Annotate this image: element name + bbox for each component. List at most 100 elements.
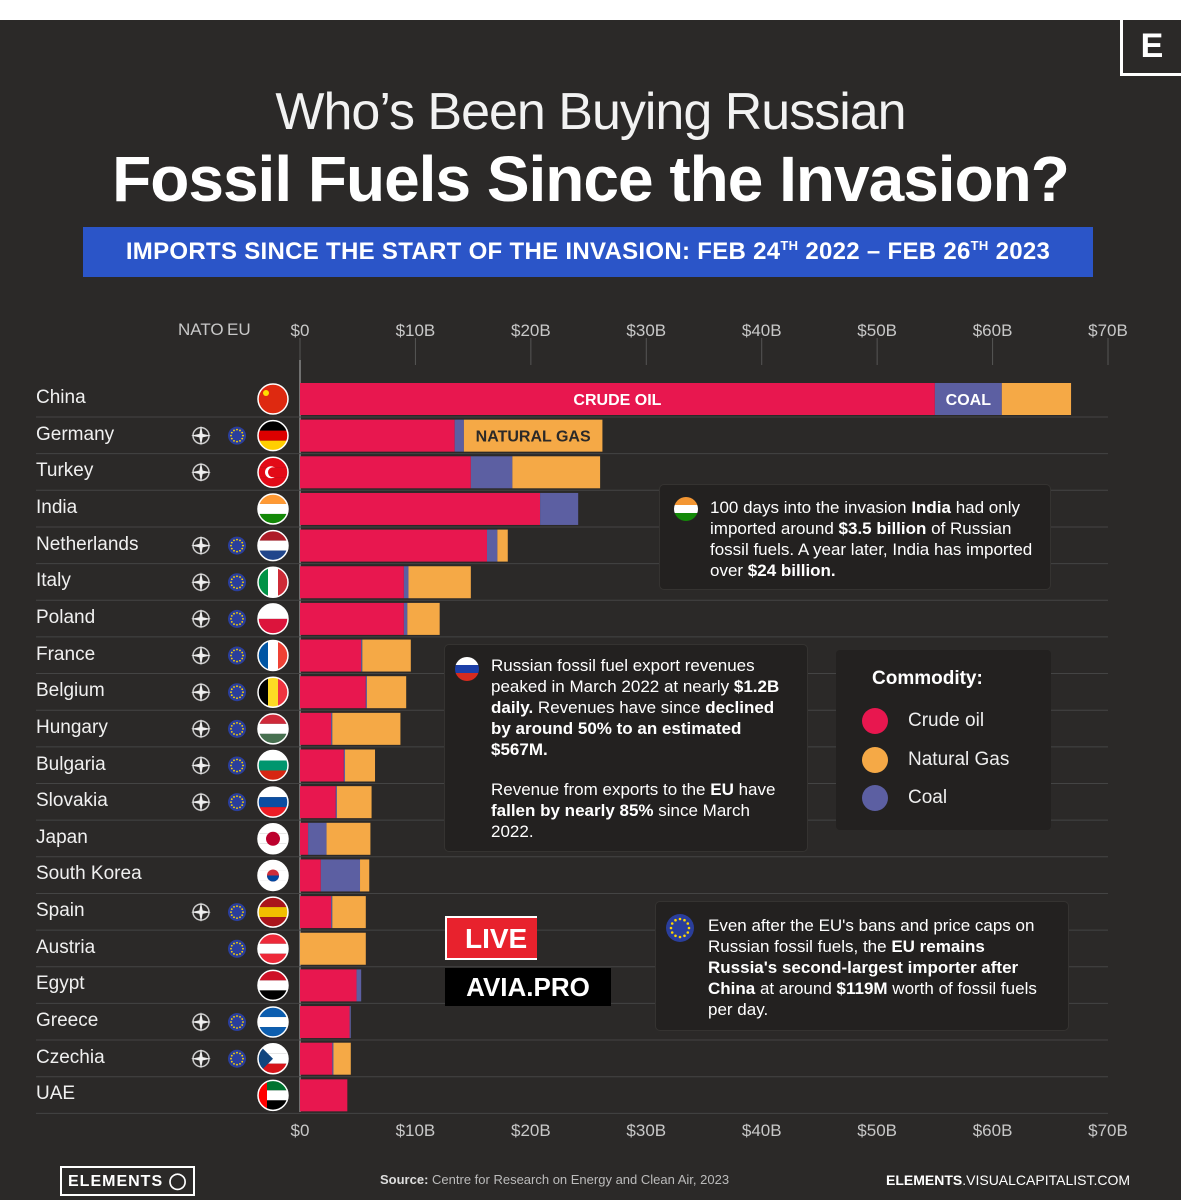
legend-title: Commodity: xyxy=(872,668,983,689)
country-label: UAE xyxy=(36,1083,76,1105)
natural-gas-bar xyxy=(366,676,407,709)
eu-note: Even after the EU's bans and price caps … xyxy=(656,902,1068,1030)
flag-icon xyxy=(257,639,289,672)
coal-bar xyxy=(540,492,579,525)
crude-oil-bar xyxy=(300,786,336,819)
country-label: South Korea xyxy=(36,863,142,885)
country-label: Belgium xyxy=(36,680,105,702)
crude-oil-bar xyxy=(300,529,487,562)
eu-note-text: Even after the EU's bans and price caps … xyxy=(708,916,1037,1019)
title-line-2: Fossil Fuels Since the Invasion? xyxy=(112,143,1070,215)
crude-oil-bar xyxy=(300,896,332,929)
russia-note-eu-text: Revenue from exports to the EU have fall… xyxy=(491,780,776,841)
crude-oil-bar xyxy=(300,749,344,782)
russia-note-text: Russian fossil fuel export revenues peak… xyxy=(491,656,780,759)
country-label: Turkey xyxy=(36,460,94,482)
coal-bar xyxy=(349,1006,351,1039)
coal-bar xyxy=(470,456,513,489)
x-tick-label-top: $70B xyxy=(1088,321,1128,340)
nato-column-header: NATO xyxy=(178,320,224,339)
country-label: Italy xyxy=(36,570,71,592)
india-note: 100 days into the invasion India had onl… xyxy=(660,485,1050,589)
x-tick-label-top: $50B xyxy=(857,321,897,340)
flag-icon xyxy=(257,713,289,745)
india-flag-icon xyxy=(674,497,698,521)
crude-oil-bar xyxy=(300,639,362,672)
flag-icon xyxy=(257,1042,289,1075)
russia-flag-icon xyxy=(455,657,479,681)
india-note-text: 100 days into the invasion India had onl… xyxy=(710,498,1033,580)
x-tick-label-bottom: $50B xyxy=(857,1121,897,1140)
flag-icon xyxy=(257,1079,289,1112)
crude-oil-bar-label: CRUDE OIL xyxy=(573,392,661,409)
x-tick-label-bottom: $40B xyxy=(742,1121,782,1140)
nato-icon xyxy=(191,902,211,923)
nato-icon xyxy=(191,462,211,483)
natural-gas-bar xyxy=(332,712,401,745)
nato-icon xyxy=(191,425,211,446)
x-tick-label-top: $30B xyxy=(626,321,666,340)
eu-icon xyxy=(228,1013,246,1032)
coal-bar xyxy=(308,822,327,855)
nato-icon xyxy=(191,535,211,556)
flag-icon xyxy=(257,566,289,598)
eu-icon xyxy=(228,609,246,628)
crude-oil-bar xyxy=(300,712,332,745)
flag-icon xyxy=(257,933,289,965)
eu-stars-icon xyxy=(669,917,691,939)
flag-icon xyxy=(257,456,289,489)
crude-oil-bar xyxy=(300,383,935,415)
crude-oil-bar xyxy=(300,492,541,525)
country-label: Poland xyxy=(36,606,96,628)
x-tick-label-top: $10B xyxy=(396,321,436,340)
coal-bar xyxy=(356,969,362,1002)
site-url: ELEMENTS.VISUALCAPITALIST.COM xyxy=(886,1172,1131,1188)
country-label: Japan xyxy=(36,826,88,848)
natural-gas-bar xyxy=(333,1042,351,1075)
coal-bar xyxy=(454,419,464,452)
natural-gas-swatch-icon xyxy=(862,747,888,773)
coal-bar xyxy=(365,676,367,709)
natural-gas-bar xyxy=(407,602,440,635)
eu-icon xyxy=(228,756,246,775)
flag-icon xyxy=(257,823,289,855)
x-tick-label-top: $20B xyxy=(511,321,551,340)
x-tick-label-top: $40B xyxy=(742,321,782,340)
flag-icon xyxy=(257,493,289,525)
country-label: Greece xyxy=(36,1010,99,1032)
flag-icon xyxy=(257,383,289,415)
x-tick-label-bottom: $60B xyxy=(973,1121,1013,1140)
country-label: Spain xyxy=(36,900,85,922)
crude-oil-bar xyxy=(300,1079,348,1112)
crude-oil-bar xyxy=(300,859,321,892)
flag-icon xyxy=(257,969,289,1002)
coal-bar xyxy=(335,786,337,819)
coal-swatch-icon xyxy=(862,785,888,811)
eu-icon xyxy=(228,939,246,958)
natural-gas-bar-label: NATURAL GAS xyxy=(476,429,591,446)
date-range-banner: IMPORTS SINCE THE START OF THE INVASION:… xyxy=(83,227,1093,277)
nato-icon xyxy=(191,718,211,739)
country-label: Czechia xyxy=(36,1046,105,1068)
live-avia-watermark: LIVE AVIA.PRO xyxy=(445,916,611,1006)
elements-mascot-icon: ◯ xyxy=(168,1173,188,1190)
country-label: Hungary xyxy=(36,716,108,738)
coal-bar xyxy=(332,1042,334,1075)
crude-oil-bar xyxy=(300,602,404,635)
natural-gas-bar xyxy=(345,749,376,782)
nato-icon xyxy=(191,755,211,776)
natural-gas-bar xyxy=(362,639,411,672)
coal-bar xyxy=(343,749,346,782)
coal-bar xyxy=(934,383,1002,415)
coal-bar-label: COAL xyxy=(946,392,992,409)
infographic: E Who’s Been Buying Russian Fossil Fuels… xyxy=(0,20,1181,1200)
coal-bar xyxy=(331,712,333,745)
eu-column-header: EU xyxy=(227,320,251,339)
flag-icon xyxy=(257,859,289,892)
eu-icon xyxy=(228,1049,246,1068)
legend-item-natural-gas: Natural Gas xyxy=(862,747,1009,773)
flag-icon xyxy=(257,749,289,782)
crude-oil-bar xyxy=(300,969,357,1002)
coal-bar xyxy=(331,896,333,929)
country-label: Egypt xyxy=(36,973,85,995)
